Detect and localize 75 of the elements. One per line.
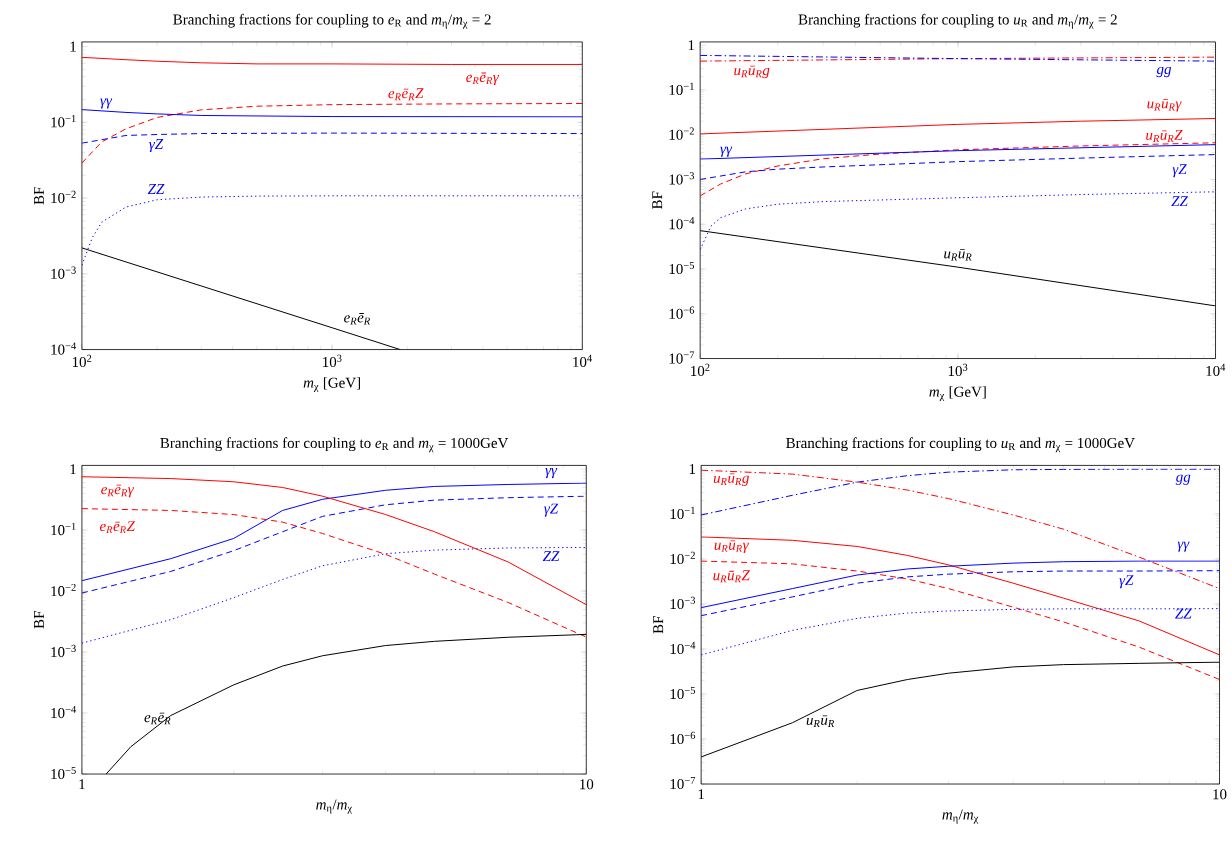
series-label: u$_{R}$ū$_{R}$Z <box>1146 130 1183 142</box>
y-tick-label: 10$^{−5}$ <box>51 766 76 780</box>
x-axis-title: m$_{χ}$ [GeV] <box>929 386 986 402</box>
series-label: ZZ <box>1171 196 1188 207</box>
y-tick-label: 10$^{−4}$ <box>51 705 77 719</box>
y-tick-label: 10$^{−1}$ <box>670 506 695 520</box>
series-label: ZZ <box>147 184 165 194</box>
series-label: u$_{R}$ū$_{R}$ <box>944 249 972 261</box>
series-label: e$_{R}$ē$_{R}$ <box>144 712 171 725</box>
x-axis-title: m$_{χ}$ [GeV] <box>303 377 360 393</box>
y-axis-title: BF <box>652 191 663 209</box>
y-tick-label: 10$^{−4}$ <box>51 342 77 355</box>
y-tick-label: 10$^{−4}$ <box>670 641 696 655</box>
series-label: u$_{R}$ū$_{R}$g <box>734 65 770 79</box>
y-tick-label: 10$^{−7}$ <box>669 351 695 364</box>
y-tick-label: 1 <box>688 40 695 51</box>
series-label: γZ <box>544 503 559 517</box>
y-tick-label: 10$^{−2}$ <box>51 583 76 597</box>
y-tick-label: 10$^{−5}$ <box>669 261 695 275</box>
chart-title: Branching fractions for coupling to u$_{R}$ and m$_{η}$/m$_{χ}$ = 2 <box>798 13 1117 29</box>
x-tick-label: 10$^{4}$ <box>1206 363 1226 376</box>
series-label: ZZ <box>1175 608 1192 619</box>
x-tick-label: 10$^{4}$ <box>573 354 593 368</box>
chart-title: Branching fractions for coupling to u$_{R}$ and m$_{χ}$ = 1000GeV <box>786 437 1135 453</box>
series-label: γZ <box>149 139 164 153</box>
chart-title: Branching fractions for coupling to e$_{R}$ and m$_{χ}$ = 1000GeV <box>160 437 509 453</box>
y-tick-label: 1 <box>689 464 696 474</box>
chart-title: Branching fractions for coupling to e$_{R}$ and m$_{η}$/m$_{χ}$ = 2 <box>173 13 491 29</box>
series-label: u$_{R}$ū$_{R}$ <box>806 715 835 727</box>
x-tick-label: 10$^{2}$ <box>72 354 92 368</box>
series-label: u$_{R}$ū$_{R}$γ <box>1147 99 1182 112</box>
series-label: e$_{R}$ē$_{R}$γ <box>101 484 135 498</box>
series-label: u$_{R}$ū$_{R}$γ <box>714 540 749 553</box>
series-label: gg <box>1156 66 1172 78</box>
y-tick-label: 10$^{−1}$ <box>51 522 76 536</box>
series-label: e$_{R}$ē$_{R}$Z <box>388 88 424 101</box>
series-label: γγ <box>545 468 558 479</box>
series-label: e$_{R}$ē$_{R}$ <box>344 313 371 325</box>
y-tick-label: 10$^{−6}$ <box>670 731 696 745</box>
x-tick-label: 10$^{3}$ <box>323 354 342 368</box>
x-tick-label: 10$^{3}$ <box>948 363 968 377</box>
y-tick-label: 10$^{−2}$ <box>670 551 695 565</box>
y-tick-label: 10$^{−4}$ <box>669 217 695 230</box>
y-axis-title: BF <box>653 616 664 634</box>
series-label: gg <box>1175 474 1191 485</box>
series-label: γγ <box>1177 541 1190 552</box>
y-tick-label: 10$^{−7}$ <box>670 776 696 790</box>
series-label: γγ <box>100 98 113 109</box>
series-label: γZ <box>1172 164 1187 178</box>
x-tick-label: 10$^{2}$ <box>691 363 710 377</box>
x-axis-title: m$_{η}$/m$_{χ}$ <box>316 799 353 814</box>
series-label: u$_{R}$ū$_{R}$g <box>713 473 749 486</box>
y-tick-label: 10$^{−3}$ <box>51 266 76 279</box>
series-label: u$_{R}$ū$_{R}$Z <box>713 570 750 583</box>
x-axis-title: m$_{η}$/m$_{χ}$ <box>942 809 979 824</box>
y-tick-label: 10$^{−5}$ <box>670 686 696 700</box>
y-tick-label: 1 <box>70 41 76 52</box>
y-axis-title: BF <box>34 187 44 205</box>
y-tick-label: 10$^{−1}$ <box>51 115 76 128</box>
series-label: ZZ <box>542 551 560 562</box>
y-tick-label: 1 <box>70 464 76 475</box>
series-label: e$_{R}$ē$_{R}$γ <box>466 72 500 86</box>
y-tick-label: 10$^{−3}$ <box>669 172 695 185</box>
y-tick-label: 10$^{−1}$ <box>669 82 694 96</box>
y-tick-label: 10$^{−2}$ <box>669 127 694 140</box>
y-tick-label: 10$^{−6}$ <box>669 306 695 319</box>
x-tick-label: 10 <box>580 779 594 790</box>
series-label: γZ <box>1119 575 1134 589</box>
series-label: e$_{R}$ē$_{R}$Z <box>99 521 136 534</box>
y-axis-title: BF <box>34 611 44 629</box>
x-tick-label: 10 <box>1213 789 1227 800</box>
y-tick-label: 10$^{−3}$ <box>51 644 76 658</box>
y-tick-label: 10$^{−2}$ <box>51 190 76 204</box>
series-label: γγ <box>720 146 733 157</box>
y-tick-label: 10$^{−3}$ <box>670 596 696 610</box>
